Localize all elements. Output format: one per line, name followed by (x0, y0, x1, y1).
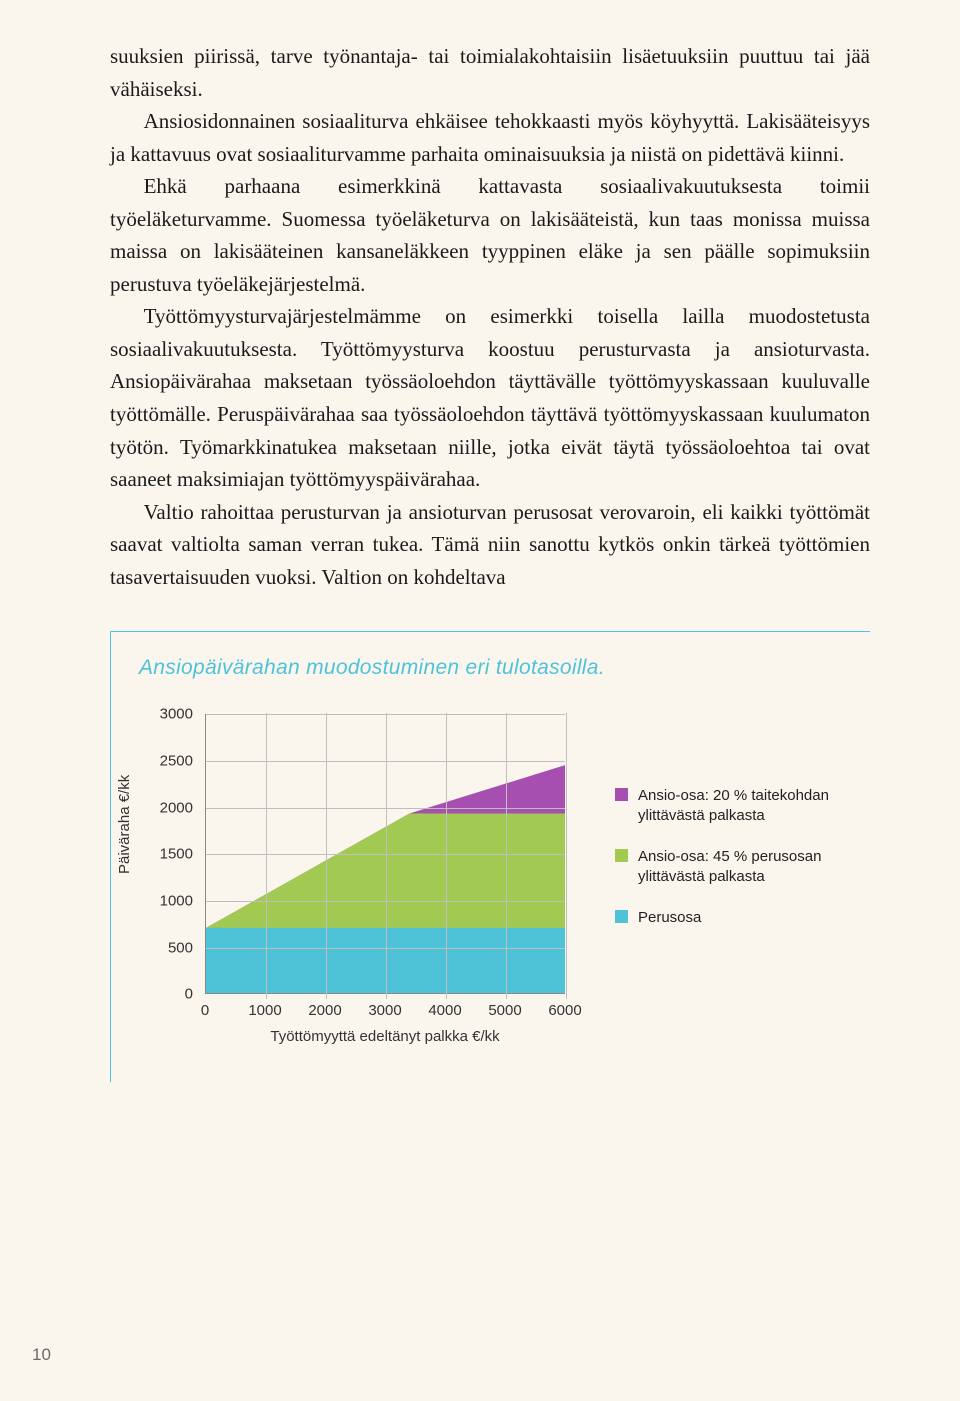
legend-swatch (615, 910, 628, 923)
y-tick-label: 0 (185, 986, 193, 1003)
x-tick-label: 4000 (428, 1002, 461, 1019)
y-tick-label: 3000 (160, 706, 193, 723)
x-gridline (386, 713, 387, 999)
x-axis-label: Työttömyyttä edeltänyt palkka €/kk (205, 1028, 565, 1045)
x-gridline (446, 713, 447, 999)
legend-item: Ansio-osa: 45 % perusosan ylittävästä pa… (615, 847, 848, 886)
x-tick-label: 5000 (488, 1002, 521, 1019)
x-tick-label: 6000 (548, 1002, 581, 1019)
legend-label: Perusosa (638, 908, 701, 928)
paragraph-1: suuksien piirissä, tarve työnantaja- tai… (110, 40, 870, 105)
chart-plot-area: Päiväraha €/kk 050010001500200025003000 … (139, 714, 579, 1054)
legend-label: Ansio-osa: 20 % taitekohdan ylittävästä … (638, 786, 848, 825)
y-tick-label: 2000 (160, 799, 193, 816)
y-tick-label: 1000 (160, 892, 193, 909)
paragraph-3: Ehkä parhaana esimerkkinä kattavasta sos… (110, 170, 870, 300)
paragraph-4: Työttömyysturvajärjestelmämme on esimerk… (110, 300, 870, 495)
legend-item: Perusosa (615, 908, 848, 928)
x-tick-label: 1000 (248, 1002, 281, 1019)
y-tick-label: 500 (168, 939, 193, 956)
chart-title: Ansiopäivärahan muodostuminen eri tulota… (139, 656, 870, 680)
y-tick-label: 1500 (160, 846, 193, 863)
x-tick-label: 0 (201, 1002, 209, 1019)
x-gridline (326, 713, 327, 999)
y-axis-label: Päiväraha €/kk (116, 775, 133, 874)
legend-item: Ansio-osa: 20 % taitekohdan ylittävästä … (615, 786, 848, 825)
x-gridline (266, 713, 267, 999)
paragraph-5: Valtio rahoittaa perusturvan ja ansiotur… (110, 496, 870, 594)
chart-legend: Ansio-osa: 20 % taitekohdan ylittävästä … (615, 786, 848, 950)
x-gridline (506, 713, 507, 999)
legend-swatch (615, 788, 628, 801)
legend-label: Ansio-osa: 45 % perusosan ylittävästä pa… (638, 847, 848, 886)
chart-container: Ansiopäivärahan muodostuminen eri tulota… (110, 631, 870, 1082)
x-tick-label: 3000 (368, 1002, 401, 1019)
x-gridline (566, 713, 567, 999)
legend-swatch (615, 849, 628, 862)
body-text: suuksien piirissä, tarve työnantaja- tai… (110, 40, 870, 593)
page-number: 10 (32, 1345, 51, 1365)
paragraph-2: Ansiosidonnainen sosiaaliturva ehkäisee … (110, 105, 870, 170)
y-tick-label: 2500 (160, 752, 193, 769)
x-tick-label: 2000 (308, 1002, 341, 1019)
